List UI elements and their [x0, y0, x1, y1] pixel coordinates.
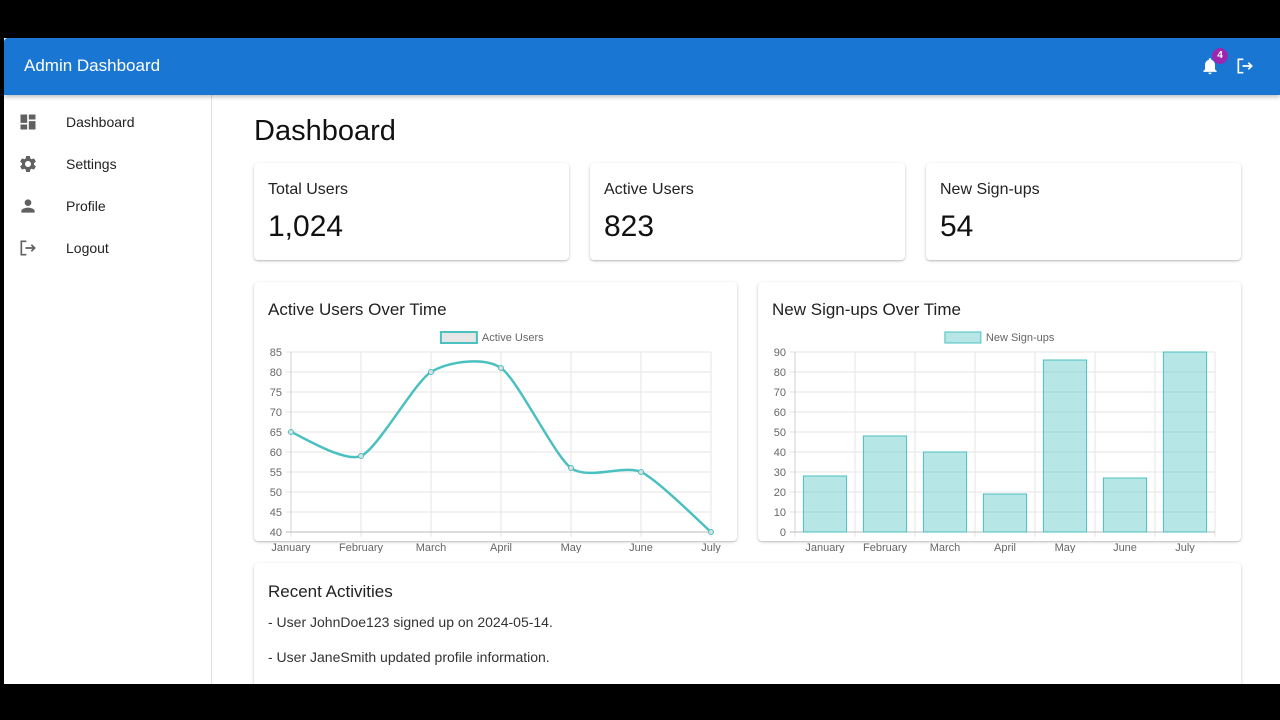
data-bar[interactable] — [982, 493, 1028, 533]
stat-value: 823 — [604, 210, 655, 243]
sidebar-item-label: Dashboard — [66, 114, 135, 130]
y-tick-label: 70 — [270, 407, 282, 419]
x-tick-label: February — [863, 542, 908, 553]
x-tick-label: June — [1113, 542, 1137, 553]
y-tick-label: 80 — [774, 367, 786, 379]
sidebar: Dashboard Settings Profile Logout — [4, 95, 212, 684]
stat-label: Active Users — [604, 181, 694, 198]
line-chart: Active Users 40 45 50 55 60 65 70 75 80 85 January F… — [270, 331, 721, 553]
y-tick-label: 90 — [774, 347, 786, 359]
legend-label: New Sign-ups — [986, 332, 1055, 344]
data-point[interactable] — [638, 469, 644, 475]
y-tick-label: 85 — [270, 347, 282, 359]
data-bar[interactable] — [1102, 477, 1148, 533]
recent-activities-card: Recent Activities - User JohnDoe123 sign… — [254, 563, 1241, 684]
chart-title: Active Users Over Time — [268, 300, 447, 319]
app-window: Admin Dashboard 4 Dashboard Settings Pro… — [4, 38, 1280, 684]
data-point[interactable] — [288, 429, 294, 435]
app-title: Admin Dashboard — [24, 56, 161, 75]
notification-badge: 4 — [1212, 48, 1228, 64]
data-bar[interactable] — [862, 435, 908, 533]
x-tick-label: July — [1175, 542, 1195, 553]
sidebar-item-logout[interactable]: Logout — [4, 228, 211, 268]
stat-label: Total Users — [268, 181, 349, 198]
data-bar[interactable] — [802, 475, 848, 533]
x-tick-label: June — [629, 542, 653, 553]
chart-title: New Sign-ups Over Time — [772, 300, 961, 319]
legend-label: Active Users — [482, 332, 544, 344]
legend-swatch[interactable] — [944, 331, 982, 344]
x-tick-label: April — [994, 542, 1016, 553]
y-tick-label: 60 — [774, 407, 786, 419]
x-tick-label: March — [930, 542, 961, 553]
stat-card-total-users: Total Users 1,024 — [254, 163, 569, 260]
x-tick-label: March — [416, 542, 447, 553]
sidebar-item-label: Settings — [66, 156, 117, 172]
x-tick-label: May — [1055, 542, 1076, 553]
stat-card-new-signups: New Sign-ups 54 — [926, 163, 1241, 260]
y-tick-label: 65 — [270, 427, 282, 439]
legend-swatch[interactable] — [439, 331, 478, 344]
data-point[interactable] — [568, 465, 574, 471]
y-tick-label: 70 — [774, 387, 786, 399]
y-tick-label: 60 — [270, 447, 282, 459]
stat-card-active-users: Active Users 823 — [590, 163, 905, 260]
y-tick-label: 50 — [774, 427, 786, 439]
stat-value: 1,024 — [268, 210, 344, 243]
data-point[interactable] — [428, 369, 434, 375]
logout-icon[interactable] — [1234, 56, 1256, 76]
chart-card-active-users: Active Users Over Time Active Users 40 45 5… — [254, 282, 737, 553]
data-bar[interactable] — [922, 451, 968, 533]
person-icon — [21, 199, 35, 213]
y-tick-label: 80 — [270, 367, 282, 379]
data-point[interactable] — [498, 365, 504, 371]
x-tick-label: January — [271, 542, 311, 553]
x-tick-label: February — [339, 542, 384, 553]
data-point[interactable] — [708, 529, 714, 535]
y-tick-label: 10 — [774, 507, 786, 519]
bar-chart: New Sign-ups 0 10 20 30 40 50 60 70 80 90 January Fe… — [774, 331, 1216, 553]
y-tick-label: 40 — [270, 527, 282, 539]
data-bar[interactable] — [1042, 359, 1088, 533]
activities-title: Recent Activities — [268, 582, 393, 601]
data-bar[interactable] — [1162, 351, 1208, 533]
y-tick-label: 30 — [774, 467, 786, 479]
notifications-bell-icon[interactable] — [1200, 55, 1220, 77]
y-tick-label: 20 — [774, 487, 786, 499]
stat-label: New Sign-ups — [940, 181, 1040, 198]
sidebar-item-dashboard[interactable]: Dashboard — [4, 102, 211, 142]
page-title: Dashboard — [254, 115, 396, 147]
logout-icon — [20, 240, 36, 256]
sidebar-item-settings[interactable]: Settings — [4, 144, 211, 184]
y-tick-label: 45 — [270, 507, 282, 519]
sidebar-item-label: Logout — [66, 240, 109, 256]
data-point[interactable] — [358, 453, 364, 459]
x-tick-label: May — [561, 542, 582, 553]
x-tick-label: January — [805, 542, 845, 553]
y-tick-label: 75 — [270, 387, 282, 399]
app-bar: Admin Dashboard 4 — [4, 38, 1280, 95]
main-content: Dashboard Total Users 1,024 Active Users… — [212, 95, 1280, 684]
sidebar-item-label: Profile — [66, 198, 106, 214]
gear-icon — [20, 155, 36, 172]
activity-item: - User JohnDoe123 signed up on 2024-05-1… — [268, 614, 553, 630]
dashboard-icon — [20, 114, 36, 130]
x-tick-label: July — [701, 542, 721, 553]
chart-card-new-signups: New Sign-ups Over Time New Sign-ups 0 10 20… — [758, 282, 1241, 553]
sidebar-item-profile[interactable]: Profile — [4, 186, 211, 226]
y-tick-label: 50 — [270, 487, 282, 499]
y-tick-label: 40 — [774, 447, 786, 459]
y-tick-label: 55 — [270, 467, 282, 479]
stat-value: 54 — [940, 210, 974, 243]
y-tick-label: 0 — [780, 527, 786, 539]
x-tick-label: April — [490, 542, 512, 553]
activity-item: - User JaneSmith updated profile informa… — [268, 649, 550, 665]
